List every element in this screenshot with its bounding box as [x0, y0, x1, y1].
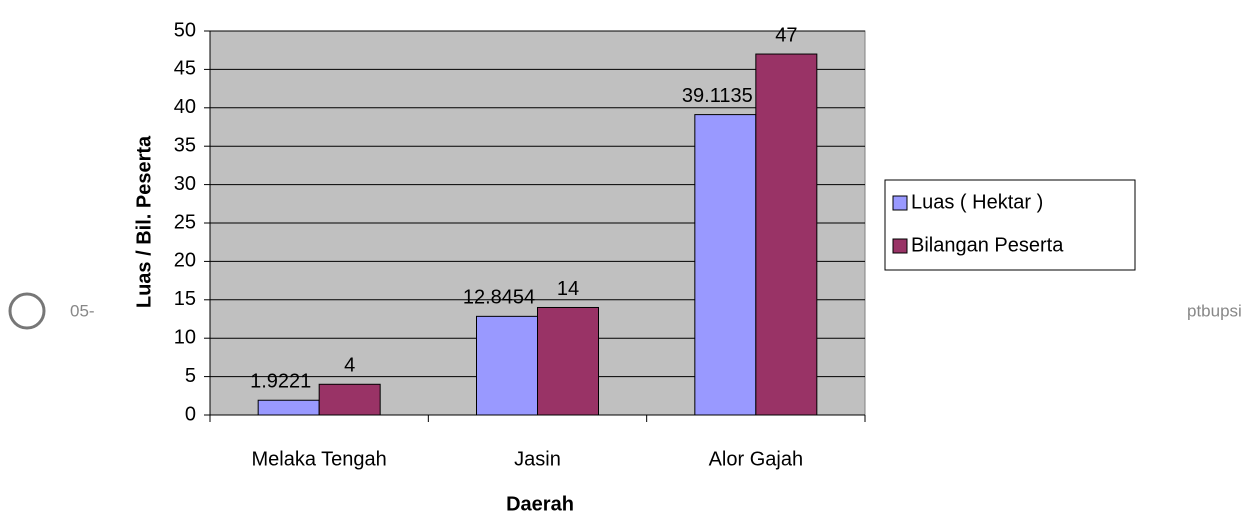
- legend-swatch: [892, 195, 908, 211]
- y-axis-label: Luas / Bil. Peserta: [133, 135, 155, 308]
- value-label: 14: [557, 278, 579, 300]
- x-tick-label: Jasin: [514, 448, 561, 470]
- x-axis-label: Daerah: [506, 493, 574, 515]
- value-label: 4: [344, 355, 355, 377]
- watermark-left: 05-: [8, 292, 95, 330]
- y-tick-label: 35: [174, 134, 196, 156]
- y-tick-label: 40: [174, 96, 196, 118]
- bar: [537, 306, 599, 416]
- value-label: 47: [775, 24, 797, 46]
- legend-box: [884, 179, 1136, 271]
- y-tick-label: 5: [185, 365, 196, 387]
- y-tick-label: 15: [174, 288, 196, 310]
- y-tick-label: 45: [174, 58, 196, 80]
- y-tick-label: 50: [174, 19, 196, 41]
- bar: [257, 399, 320, 416]
- y-tick-label: 20: [174, 250, 196, 272]
- bar: [694, 114, 757, 416]
- bar: [476, 315, 538, 416]
- y-tick-label: 30: [174, 173, 196, 195]
- legend-label: Bilangan Peserta: [911, 234, 1064, 256]
- legend-label: Luas ( Hektar ): [911, 191, 1043, 213]
- watermark-text: ptbupsi: [1187, 301, 1242, 320]
- bar: [755, 53, 818, 416]
- legend-swatch: [892, 238, 908, 254]
- phone-icon: [8, 292, 46, 330]
- value-label: 39.1135: [682, 85, 753, 107]
- y-tick-label: 25: [174, 211, 196, 233]
- y-tick-label: 10: [174, 326, 196, 348]
- value-label: 1.9221: [250, 371, 311, 393]
- y-tick-label: 0: [185, 403, 196, 425]
- bar: [318, 383, 381, 416]
- watermark-text: 05-: [70, 301, 95, 320]
- value-label: 12.8454: [463, 287, 535, 309]
- x-tick-label: Alor Gajah: [709, 448, 804, 470]
- x-tick-label: Melaka Tengah: [252, 448, 387, 470]
